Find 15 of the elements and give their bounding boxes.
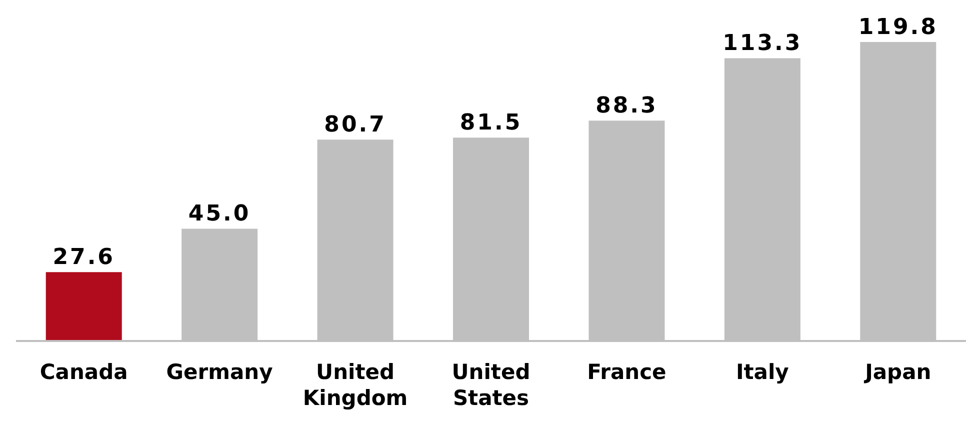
x-tick-label: Japan xyxy=(863,360,932,384)
data-label: 27.6 xyxy=(52,245,115,270)
x-tick-label: United Kingdom xyxy=(302,360,408,410)
bar xyxy=(46,272,122,341)
x-tick-label: Italy xyxy=(736,360,790,384)
data-label: 45.0 xyxy=(188,202,251,227)
x-tick-label: Canada xyxy=(40,360,128,384)
x-tick-label: United States xyxy=(452,360,530,410)
x-tick-label: Germany xyxy=(166,360,274,384)
data-label: 81.5 xyxy=(460,110,522,136)
data-label: 88.3 xyxy=(596,94,658,119)
data-label: 113.3 xyxy=(722,31,802,56)
data-label: 119.8 xyxy=(858,15,938,40)
data-label: 80.7 xyxy=(324,112,386,138)
x-tick-label: France xyxy=(587,360,666,384)
